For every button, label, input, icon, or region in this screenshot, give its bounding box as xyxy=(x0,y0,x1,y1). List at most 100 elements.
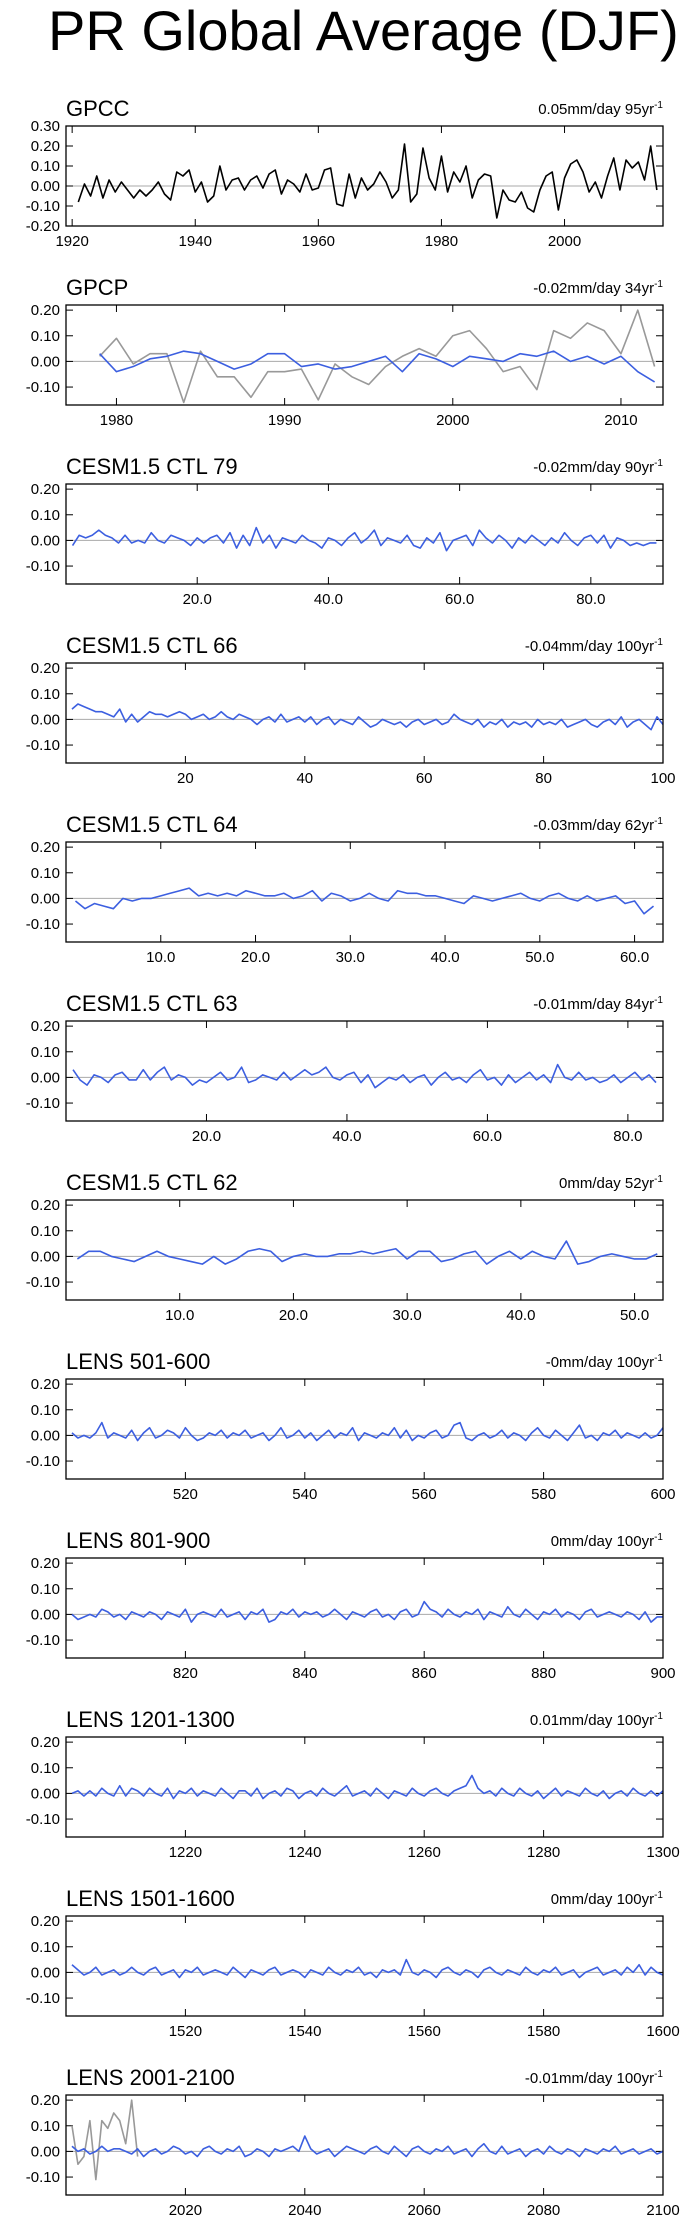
trend-exponent: -1 xyxy=(654,1532,663,1543)
x-tick-label: 20.0 xyxy=(183,591,212,608)
x-tick-label: 100 xyxy=(650,770,675,787)
panel: GPCC 0.05mm/day 95yr-1 0.30 0.20 0.10 0.00 -0.… xyxy=(26,96,664,250)
trend-exponent: -1 xyxy=(654,1174,663,1185)
y-tick-label: -0.10 xyxy=(26,916,60,933)
y-tick-label: -0.10 xyxy=(26,1095,60,1112)
x-tick-label: 860 xyxy=(412,1665,437,1682)
y-tick-label: 0.20 xyxy=(31,138,60,155)
panel-title: GPCC xyxy=(66,96,130,121)
x-tick-label: 580 xyxy=(531,1486,556,1503)
trend-text: -0.01mm/day 100yr xyxy=(525,2070,654,2087)
x-tick-label: 880 xyxy=(531,1665,556,1682)
panel: LENS 501-600 -0mm/day 100yr-1 0.20 0.10 0.00… xyxy=(26,1349,676,1503)
y-tick-label: 0.00 xyxy=(31,2143,60,2160)
plot-frame xyxy=(65,1199,664,1301)
figure-title: PR Global Average (DJF) xyxy=(48,0,679,62)
panel: LENS 1501-1600 0mm/day 100yr-1 0.20 0.10 0.0… xyxy=(26,1886,680,2040)
panel-title: LENS 801-900 xyxy=(66,1528,210,1553)
y-tick-label: 0.20 xyxy=(31,839,60,856)
y-tick-label: 0.00 xyxy=(31,532,60,549)
y-tick-label: -0.10 xyxy=(26,1453,60,1470)
panel: GPCP -0.02mm/day 34yr-1 0.20 0.10 0.00 -0.10 1… xyxy=(26,275,664,429)
trend-text: -0.02mm/day 34yr xyxy=(533,280,654,297)
trend-text: -0mm/day 100yr xyxy=(546,1354,654,1371)
x-tick-label: 20.0 xyxy=(279,1307,308,1324)
data-line xyxy=(99,350,656,383)
trend-text: -0.02mm/day 90yr xyxy=(533,459,654,476)
x-tick-label: 80.0 xyxy=(613,1128,642,1145)
x-tick-label: 1940 xyxy=(179,233,212,250)
x-tick-label: 1260 xyxy=(408,1844,441,1861)
y-tick-label: -0.10 xyxy=(26,1990,60,2007)
data-line xyxy=(72,1063,657,1089)
x-tick-label: 1960 xyxy=(302,233,335,250)
plot-frame xyxy=(65,1020,664,1122)
x-tick-label: 50.0 xyxy=(525,949,554,966)
y-tick-label: -0.10 xyxy=(26,558,60,575)
x-tick-label: 2010 xyxy=(604,412,637,429)
y-tick-label: 0.00 xyxy=(31,1069,60,1086)
trend-exponent: -1 xyxy=(654,1353,663,1364)
y-tick-label: 0.10 xyxy=(31,507,60,524)
y-tick-label: 0.20 xyxy=(31,302,60,319)
trend-text: 0mm/day 100yr xyxy=(551,1891,654,1908)
x-tick-label: 1540 xyxy=(288,2023,321,2040)
panel-title: GPCP xyxy=(66,275,128,300)
trend-label: -0mm/day 100yr-1 xyxy=(546,1353,664,1371)
data-line xyxy=(71,1774,664,1800)
panel: CESM1.5 CTL 63 -0.01mm/day 84yr-1 0.20 0.10… xyxy=(26,991,664,1145)
panel-title: CESM1.5 CTL 62 xyxy=(66,1170,238,1195)
panel-title: LENS 501-600 xyxy=(66,1349,210,1374)
panel-title: CESM1.5 CTL 63 xyxy=(66,991,238,1016)
x-tick-label: 2040 xyxy=(288,2202,321,2219)
x-tick-label: 1980 xyxy=(100,412,133,429)
y-tick-label: 0.10 xyxy=(31,328,60,345)
trend-exponent: -1 xyxy=(654,1711,663,1722)
data-line xyxy=(71,703,664,731)
y-tick-label: 0.10 xyxy=(31,1760,60,1777)
x-tick-label: 20.0 xyxy=(192,1128,221,1145)
x-tick-label: 1600 xyxy=(646,2023,679,2040)
x-tick-label: 60.0 xyxy=(473,1128,502,1145)
x-tick-label: 2060 xyxy=(408,2202,441,2219)
trend-label: -0.01mm/day 84yr-1 xyxy=(533,995,663,1013)
trend-text: -0.04mm/day 100yr xyxy=(525,638,654,655)
x-tick-label: 2000 xyxy=(548,233,581,250)
x-tick-label: 1990 xyxy=(268,412,301,429)
panel-title: LENS 2001-2100 xyxy=(66,2065,235,2090)
plot-frame xyxy=(65,2094,664,2196)
plot-frame xyxy=(65,483,664,585)
panel-title: CESM1.5 CTL 64 xyxy=(66,812,238,837)
trend-text: 0mm/day 52yr xyxy=(559,1175,654,1192)
y-tick-label: 0.20 xyxy=(31,1913,60,1930)
x-tick-label: 840 xyxy=(292,1665,317,1682)
data-line xyxy=(71,1958,664,1979)
y-tick-label: -0.10 xyxy=(26,379,60,396)
y-tick-label: 0.10 xyxy=(31,1223,60,1240)
y-tick-label: 0.10 xyxy=(31,1581,60,1598)
plot-frame xyxy=(65,304,664,406)
y-tick-label: 0.20 xyxy=(31,1376,60,1393)
y-tick-label: -0.10 xyxy=(26,2169,60,2186)
x-tick-label: 600 xyxy=(650,1486,675,1503)
y-tick-label: 0.00 xyxy=(31,1248,60,1265)
data-line xyxy=(71,526,657,552)
y-tick-label: 0.00 xyxy=(31,890,60,907)
y-tick-label: 0.00 xyxy=(31,711,60,728)
trend-exponent: -1 xyxy=(654,458,663,469)
x-tick-label: 520 xyxy=(173,1486,198,1503)
y-tick-label: 0.20 xyxy=(31,1018,60,1035)
y-tick-label: 0.00 xyxy=(31,1606,60,1623)
x-tick-label: 540 xyxy=(292,1486,317,1503)
y-tick-label: -0.10 xyxy=(26,1274,60,1291)
y-tick-label: -0.20 xyxy=(26,218,60,235)
trend-text: 0.05mm/day 95yr xyxy=(538,101,654,118)
y-tick-label: 0.10 xyxy=(31,1939,60,1956)
x-tick-label: 30.0 xyxy=(336,949,365,966)
plot-frame xyxy=(65,1736,664,1838)
y-tick-label: 0.00 xyxy=(31,1964,60,1981)
data-line xyxy=(76,1240,658,1265)
data-line xyxy=(74,887,655,915)
y-tick-label: 0.20 xyxy=(31,1555,60,1572)
x-tick-label: 2080 xyxy=(527,2202,560,2219)
